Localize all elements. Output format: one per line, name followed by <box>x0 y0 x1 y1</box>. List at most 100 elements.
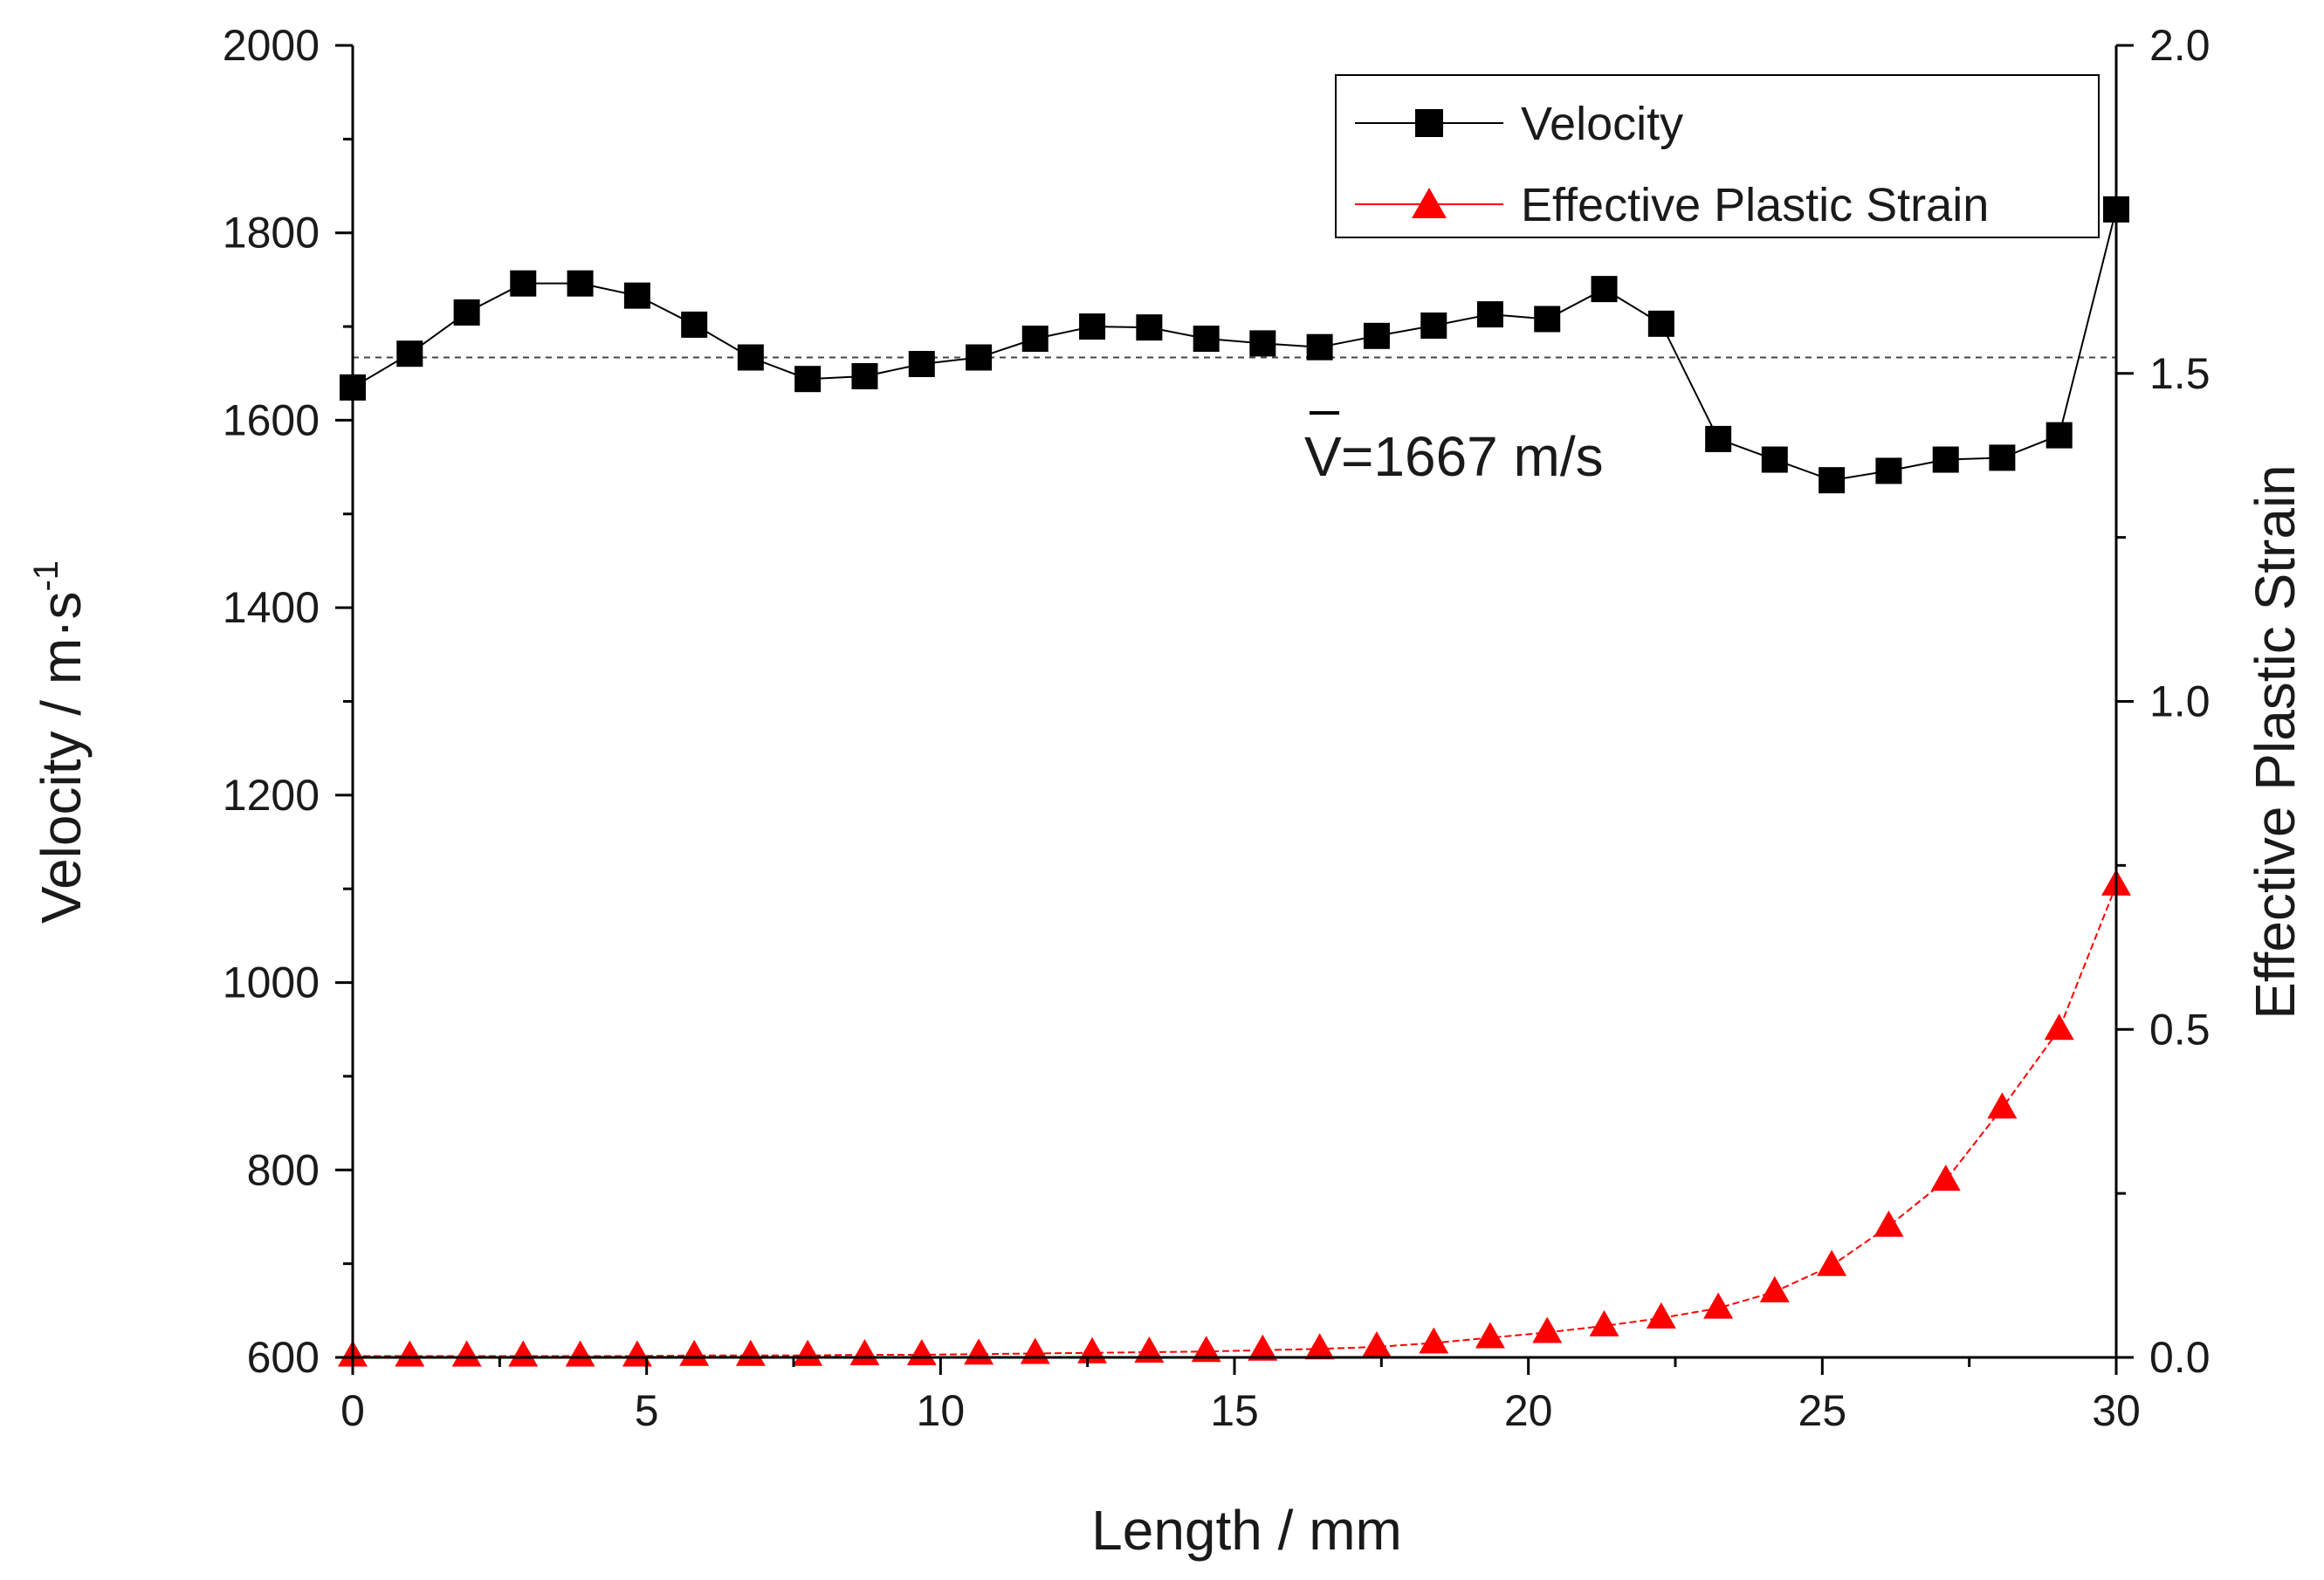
velocity-point <box>966 344 993 371</box>
effective-plastic-strain-point <box>1532 1316 1563 1343</box>
effective-plastic-strain-point <box>1703 1292 1734 1319</box>
effective-plastic-strain-point <box>451 1340 482 1367</box>
y-tick-label: 2000 <box>223 21 320 70</box>
velocity-point <box>396 340 423 368</box>
effective-plastic-strain-point <box>1020 1337 1050 1364</box>
effective-plastic-strain-point <box>1874 1210 1904 1237</box>
velocity-point <box>1932 446 1959 473</box>
effective-plastic-strain-point <box>1191 1336 1221 1363</box>
velocity-point <box>1249 330 1276 357</box>
velocity-point <box>567 270 594 297</box>
x-tick-label: 25 <box>1798 1386 1847 1435</box>
mean-annotation: V =1667 m/s <box>1304 411 1604 488</box>
effective-plastic-strain-point <box>964 1338 994 1365</box>
velocity-point <box>1136 314 1163 341</box>
x-tick-label: 15 <box>1210 1386 1259 1435</box>
effective-plastic-strain-point <box>849 1338 880 1365</box>
effective-plastic-strain-point <box>395 1340 425 1367</box>
x-tick-label: 0 <box>340 1386 365 1435</box>
x-tick-label: 5 <box>635 1386 659 1435</box>
series-layer <box>338 196 2131 1367</box>
y-tick-label: 1400 <box>223 583 320 632</box>
velocity-point <box>1534 306 1561 333</box>
effective-plastic-strain-point <box>793 1339 823 1366</box>
velocity-point <box>1591 276 1618 303</box>
effective-plastic-strain-point <box>906 1338 937 1365</box>
x-tick-label: 10 <box>917 1386 966 1435</box>
effective-plastic-strain-point <box>1475 1322 1505 1349</box>
velocity-point <box>1705 425 1732 452</box>
velocity-point <box>1363 322 1390 349</box>
legend-velocity-label: Velocity <box>1521 98 1683 150</box>
y-tick-label: 1000 <box>223 958 320 1007</box>
effective-plastic-strain-point <box>508 1340 539 1367</box>
velocity-point <box>623 282 650 309</box>
legend-box <box>1335 74 2100 238</box>
y-axis-title-superscript: -1 <box>27 560 65 592</box>
mean-annotation-label: =1667 m/s <box>1341 425 1604 488</box>
effective-plastic-strain-point <box>1419 1327 1449 1354</box>
y-axis-title-main: Velocity / m·s <box>30 592 93 924</box>
y2-axis-title: Effective Plastic Strain <box>2244 464 2307 1020</box>
effective-plastic-strain-point <box>1248 1334 1278 1361</box>
velocity-point <box>1079 313 1106 340</box>
velocity-point <box>453 299 480 326</box>
velocity-point <box>1761 446 1788 473</box>
effective-plastic-strain-point <box>622 1340 652 1367</box>
legend-strain-label: Effective Plastic Strain <box>1521 179 1989 231</box>
x-tick-label: 20 <box>1504 1386 1553 1435</box>
velocity-point <box>908 351 935 378</box>
velocity-point <box>1989 444 2016 471</box>
velocity-point <box>1306 333 1333 361</box>
legend-strain-marker <box>1412 188 1447 218</box>
effective-plastic-strain-point <box>1361 1330 1392 1357</box>
axes-layer <box>351 45 2118 1359</box>
x-axis-title: Length / mm <box>1091 1499 1402 1562</box>
y2-tick-label: 1.0 <box>2149 677 2211 726</box>
velocity-point <box>1875 457 1902 484</box>
effective-plastic-strain-point <box>1759 1275 1790 1302</box>
velocity-point <box>1021 326 1049 353</box>
velocity-point <box>1476 301 1503 328</box>
y2-tick-label: 0.0 <box>2149 1333 2211 1382</box>
y2-tick-label: 1.5 <box>2149 349 2211 398</box>
effective-plastic-strain-point <box>1987 1092 2018 1119</box>
y-tick-label: 600 <box>247 1333 320 1382</box>
y2-tick-label: 2.0 <box>2149 21 2211 70</box>
effective-plastic-strain-point <box>735 1339 766 1366</box>
effective-plastic-strain-point <box>1304 1333 1335 1360</box>
velocity-point <box>510 270 537 297</box>
y-tick-label: 800 <box>247 1145 320 1194</box>
velocity-point <box>1420 312 1447 339</box>
legend: Velocity Effective Plastic Strain <box>1335 74 2100 238</box>
effective-plastic-strain-point <box>1646 1302 1676 1329</box>
mean-annotation-symbol: V <box>1304 425 1342 488</box>
effective-plastic-strain-point <box>2044 1013 2074 1041</box>
velocity-point <box>794 366 822 393</box>
velocity-point <box>2046 422 2073 449</box>
effective-plastic-strain-point <box>1589 1309 1619 1336</box>
y-tick-label: 1600 <box>223 395 320 444</box>
velocity-point <box>1647 310 1674 337</box>
y2-tick-label: 0.5 <box>2149 1005 2211 1054</box>
velocity-point <box>851 362 878 389</box>
y-tick-label: 1200 <box>223 771 320 820</box>
effective-plastic-strain-point <box>1077 1336 1108 1364</box>
velocity-point <box>737 344 764 371</box>
velocity-point <box>681 311 708 338</box>
velocity-point <box>1193 326 1220 353</box>
effective-plastic-strain-line <box>353 884 2117 1357</box>
y-axis-title: Velocity / m·s-1 <box>27 560 93 924</box>
x-tick-label: 30 <box>2092 1386 2141 1435</box>
effective-plastic-strain-point <box>1930 1164 1961 1192</box>
effective-plastic-strain-point <box>1134 1336 1165 1363</box>
ticks-layer: 0 5 10 15 20 25 30 600 800 1000 1200 1400 1600 1800 20… <box>223 21 2211 1435</box>
effective-plastic-strain-point <box>679 1339 710 1366</box>
y-tick-label: 1800 <box>223 209 320 258</box>
effective-plastic-strain-point <box>565 1340 595 1367</box>
legend-velocity-marker <box>1415 109 1443 137</box>
velocity-point <box>1819 467 1846 494</box>
effective-plastic-strain-point <box>1817 1249 1847 1276</box>
velocity-line <box>352 209 2117 482</box>
